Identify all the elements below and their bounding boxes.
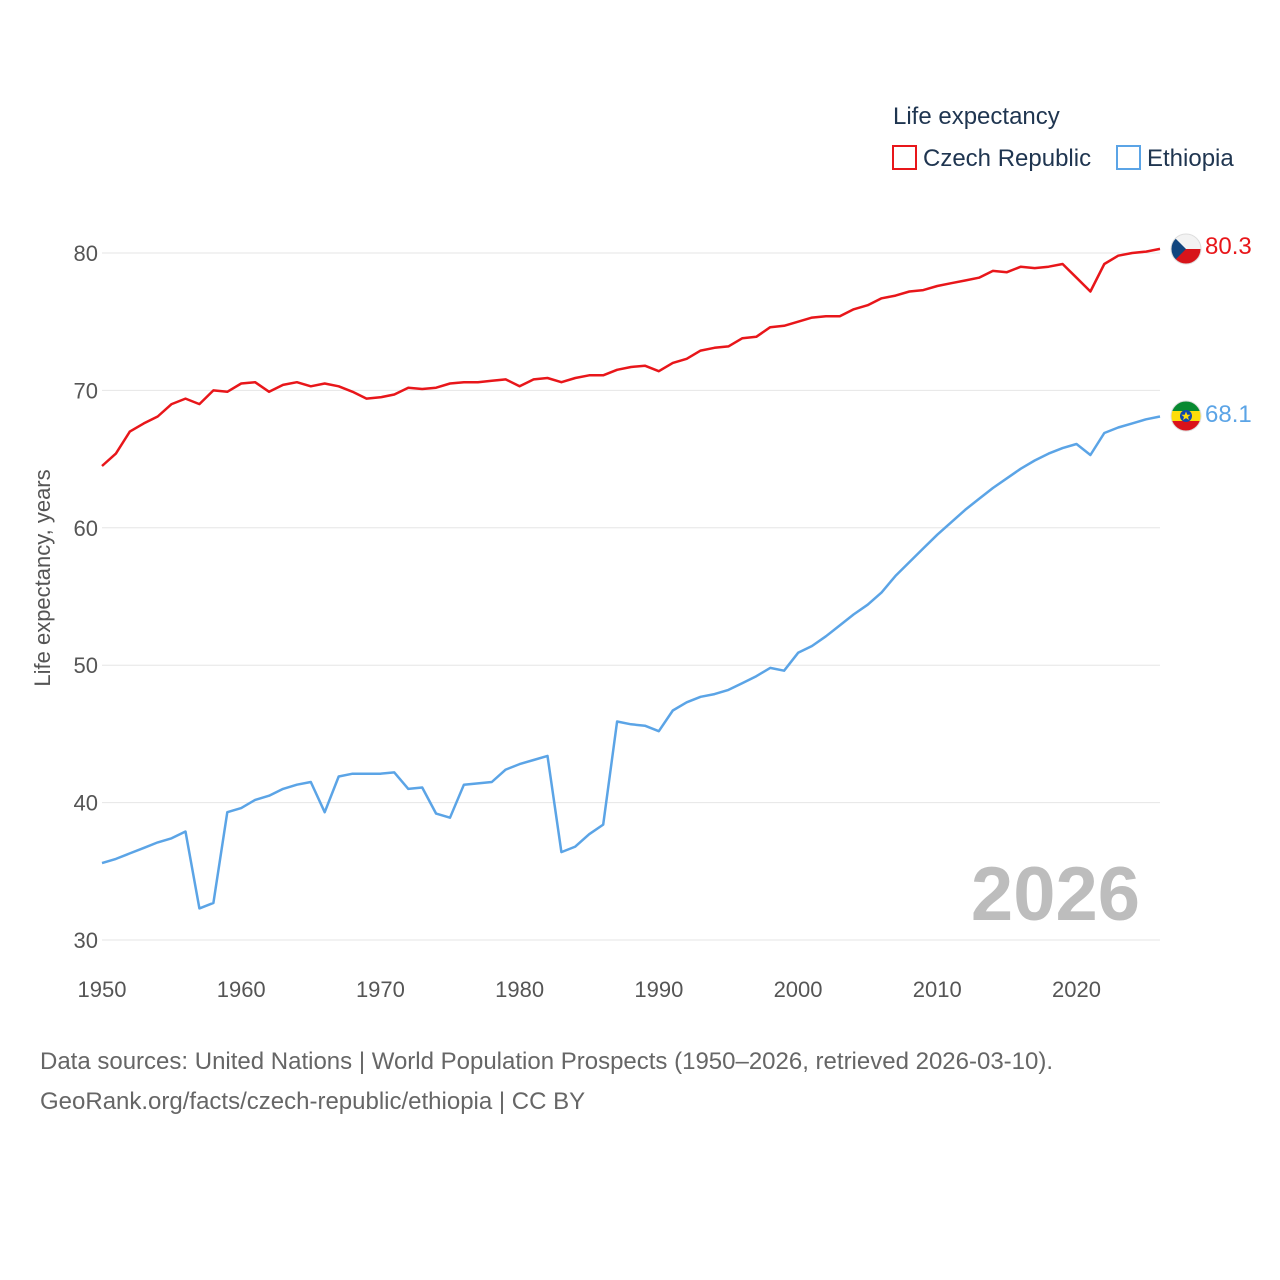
source-note: Data sources: United Nations | World Pop… [40,1042,1053,1122]
legend-swatch-czech-republic [892,145,917,170]
legend-label-czech-republic: Czech Republic [923,145,1091,172]
x-tick-label-2000: 2000 [774,977,823,1002]
current-year-watermark: 2026 [971,852,1140,937]
ethiopia-flag-icon [1170,400,1202,432]
y-tick-label-70: 70 [74,378,98,403]
series-line-czech-republic [101,247,1161,467]
x-tick-label-1990: 1990 [634,977,683,1002]
y-axis-ticks: 30 40 50 60 70 80 [74,241,98,953]
x-axis-ticks: 1950 1960 1970 1980 1990 2000 2010 2020 [78,977,1101,1002]
y-tick-label-60: 60 [74,516,98,541]
x-tick-label-1950: 1950 [78,977,127,1002]
czech-flag-icon [1170,233,1202,265]
end-value-ethiopia: 68.1 [1205,401,1252,428]
legend-label-ethiopia: Ethiopia [1147,145,1234,172]
gridlines [102,252,1160,941]
legend-title: Life expectancy [893,103,1060,130]
legend: Life expectancy Czech Republic Ethiopia [892,103,1234,172]
x-tick-label-2020: 2020 [1052,977,1101,1002]
x-tick-label-2010: 2010 [913,977,962,1002]
x-tick-label-1980: 1980 [495,977,544,1002]
x-tick-label-1970: 1970 [356,977,405,1002]
end-value-czech-republic: 80.3 [1205,233,1252,260]
source-line-url: GeoRank.org/facts/czech-republic/ethiopi… [40,1088,586,1115]
source-line-data: Data sources: United Nations | World Pop… [40,1048,1054,1075]
life-expectancy-chart: 30 40 50 60 70 80 1950 1960 1970 1980 1990 2000 201… [30,103,1252,1002]
y-tick-label-50: 50 [74,653,98,678]
series-line-ethiopia [101,415,1161,910]
y-axis-label: Life expectancy, years [30,469,55,686]
y-tick-label-40: 40 [74,791,98,816]
legend-swatch-ethiopia [1116,145,1141,170]
x-tick-label-1960: 1960 [217,977,266,1002]
y-tick-label-30: 30 [74,928,98,953]
y-tick-label-80: 80 [74,241,98,266]
series-lines [101,247,1161,910]
